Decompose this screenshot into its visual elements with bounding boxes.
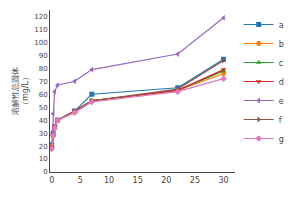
svg-text:30: 30	[218, 176, 228, 185]
svg-text:10: 10	[104, 176, 114, 185]
svg-text:15: 15	[133, 176, 143, 185]
svg-text:10: 10	[39, 155, 48, 163]
svg-text:g: g	[279, 135, 284, 144]
svg-text:100: 100	[34, 39, 47, 47]
svg-text:110: 110	[34, 26, 47, 34]
svg-text:30: 30	[39, 130, 48, 138]
svg-text:60: 60	[39, 91, 48, 99]
svg-text:120: 120	[34, 13, 47, 21]
svg-text:70: 70	[39, 78, 48, 86]
svg-text:溶解性总固体（mg/L）: 溶解性总固体（mg/L）	[11, 67, 30, 115]
svg-text:f: f	[279, 116, 282, 125]
svg-text:e: e	[279, 97, 284, 106]
svg-text:25: 25	[190, 176, 200, 185]
svg-text:40: 40	[39, 117, 48, 125]
svg-text:20: 20	[161, 176, 171, 185]
svg-text:b: b	[279, 40, 284, 49]
svg-text:50: 50	[39, 104, 48, 112]
svg-text:20: 20	[39, 143, 48, 151]
svg-text:d: d	[279, 78, 284, 87]
svg-text:0: 0	[43, 168, 47, 176]
svg-text:5: 5	[78, 176, 83, 185]
svg-text:a: a	[279, 21, 284, 30]
svg-text:c: c	[279, 59, 283, 68]
svg-text:0: 0	[49, 176, 54, 185]
svg-text:90: 90	[39, 52, 48, 60]
svg-text:80: 80	[39, 65, 48, 73]
